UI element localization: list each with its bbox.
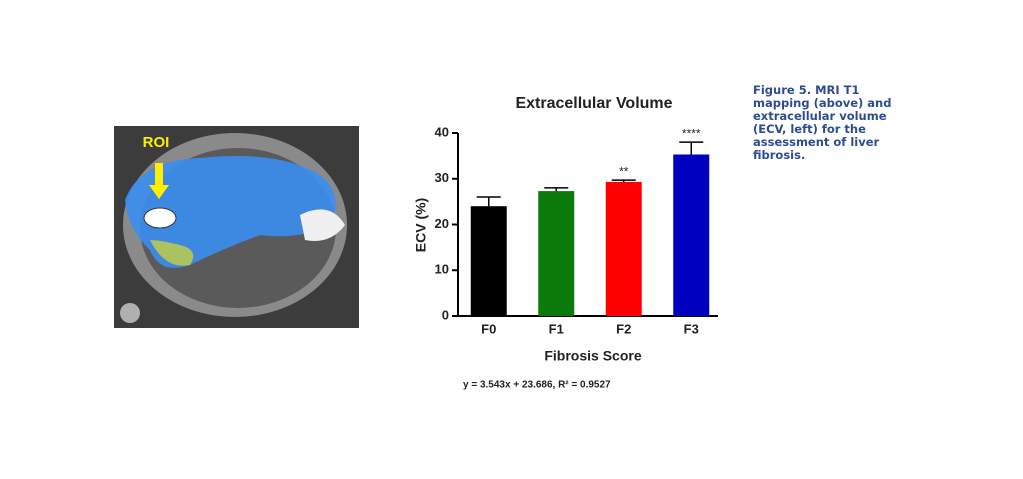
y-tick-label: 10 xyxy=(435,262,449,277)
bright-region xyxy=(300,209,345,241)
x-tick-label: F1 xyxy=(549,321,564,336)
significance-label: ** xyxy=(619,164,629,178)
roi-label: ROI xyxy=(143,134,170,151)
t1-map-hotspot xyxy=(150,240,194,266)
bar xyxy=(470,206,507,316)
roi-arrow xyxy=(149,163,169,199)
x-axis-label: Fibrosis Score xyxy=(544,348,641,364)
regression-equation: y = 3.543x + 23.686, R² = 0.9527 xyxy=(463,380,611,391)
mri-image: ROI xyxy=(114,126,359,328)
x-tick-label: F3 xyxy=(684,321,699,336)
y-tick-label: 40 xyxy=(435,124,449,139)
bar xyxy=(538,191,575,316)
chart-title: Extracellular Volume xyxy=(515,95,672,112)
x-tick-label: F2 xyxy=(616,321,631,336)
bar xyxy=(605,181,642,316)
y-tick-label: 0 xyxy=(442,307,449,322)
x-tick-label: F0 xyxy=(481,321,496,336)
bar xyxy=(673,154,710,316)
t1-map-overlay xyxy=(125,156,336,268)
y-tick-label: 30 xyxy=(435,170,449,185)
y-tick-label: 20 xyxy=(435,216,449,231)
figure-caption: Figure 5. MRI T1 mapping (above) and ext… xyxy=(753,83,892,162)
marker xyxy=(120,303,140,323)
roi-ellipse xyxy=(143,207,177,229)
significance-label: **** xyxy=(682,126,701,140)
y-axis-label: ECV (%) xyxy=(413,198,429,252)
